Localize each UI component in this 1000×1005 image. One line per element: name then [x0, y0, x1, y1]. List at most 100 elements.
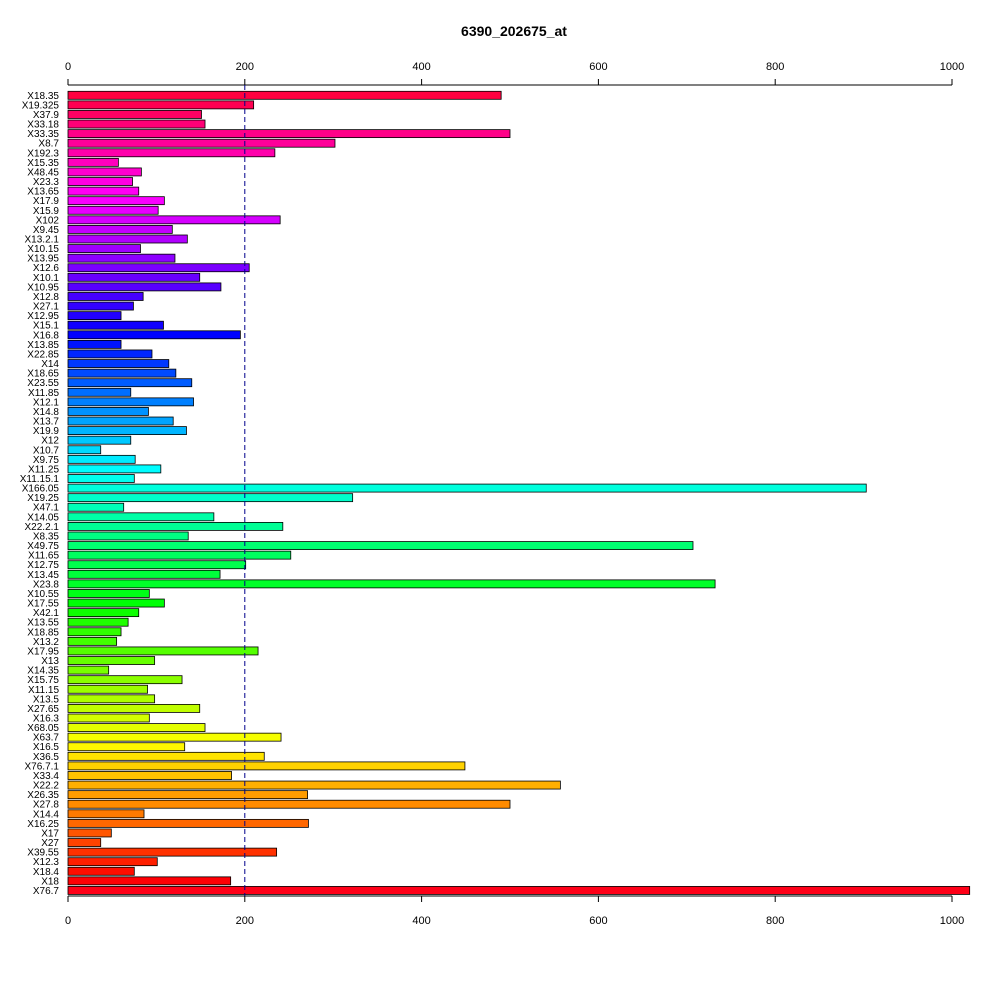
bar: [67, 407, 149, 416]
category-label: X10.95: [27, 282, 59, 293]
bar: [67, 129, 511, 139]
bottom-tick-label: 400: [412, 915, 430, 927]
bar: [67, 244, 141, 253]
bar: [67, 886, 971, 895]
category-label: X14.05: [27, 512, 59, 523]
category-label: X18.35: [27, 91, 59, 102]
category-label: X15.1: [33, 321, 60, 332]
category-label: X14.4: [33, 809, 60, 820]
category-label: X19.25: [27, 493, 59, 504]
bar: [67, 311, 122, 321]
category-label: X9.45: [33, 225, 60, 236]
bar: [67, 512, 215, 522]
category-label: X192.3: [27, 148, 59, 159]
bar: [67, 320, 164, 330]
category-label: X11.15: [28, 685, 59, 696]
category-label: X10.7: [33, 445, 60, 456]
category-label: X13.2.1: [25, 235, 60, 246]
category-label: X166.05: [22, 484, 60, 495]
bottom-tick-label: 0: [65, 915, 71, 927]
bar: [67, 157, 119, 167]
bar: [67, 272, 201, 282]
category-label: X23.55: [27, 378, 59, 389]
category-label: X14.8: [33, 407, 60, 418]
category-label: X11.25: [28, 464, 59, 475]
bar: [67, 282, 222, 292]
category-label: X22.2: [33, 781, 60, 792]
category-label: X16.25: [27, 819, 59, 830]
category-label: X19.9: [33, 426, 60, 437]
bar: [67, 838, 102, 847]
bar: [67, 828, 112, 838]
category-label: X68.05: [27, 723, 59, 734]
category-label: X13.65: [27, 187, 59, 198]
bar: [67, 531, 189, 541]
category-label: X18.85: [27, 627, 59, 638]
top-tick-label: 0: [65, 61, 71, 73]
bar: [67, 378, 193, 388]
bar: [67, 656, 156, 665]
category-label: X17: [41, 828, 59, 839]
category-label: X10.55: [27, 589, 59, 600]
bottom-tick-label: 600: [589, 915, 607, 927]
category-label: X37.9: [33, 110, 60, 121]
category-label: X27.8: [33, 800, 60, 811]
bar: [67, 704, 201, 713]
category-label: X12.3: [33, 857, 60, 868]
category-label: X13.55: [27, 618, 59, 629]
bottom-tick-label: 800: [766, 915, 784, 927]
bar: [67, 234, 188, 244]
bar: [67, 541, 694, 550]
bar: [67, 416, 174, 426]
category-label: X18.4: [33, 867, 60, 878]
bar: [67, 809, 145, 819]
category-label: X10.15: [27, 244, 59, 255]
bar: [67, 560, 247, 570]
top-tick-label: 400: [412, 61, 430, 73]
bar: [67, 742, 186, 752]
category-label: X9.75: [33, 455, 60, 466]
bar: [67, 502, 125, 512]
category-label: X17.95: [27, 646, 59, 657]
bar: [67, 780, 561, 790]
category-label: X13.5: [33, 694, 60, 705]
category-label: X23.3: [33, 177, 60, 188]
category-label: X47.1: [33, 503, 60, 514]
bar: [67, 225, 173, 234]
category-label: X49.75: [27, 541, 59, 552]
bar: [67, 713, 150, 723]
category-label: X17.9: [33, 196, 60, 207]
bar: [67, 90, 502, 100]
category-label: X17.55: [27, 599, 59, 610]
bar: [67, 617, 129, 627]
bar: [67, 196, 165, 206]
category-label: X14.35: [27, 666, 59, 677]
category-label: X15.9: [33, 206, 60, 217]
bar: [67, 665, 110, 675]
top-tick-label: 600: [589, 61, 607, 73]
bar: [67, 771, 232, 780]
bar: [67, 359, 170, 368]
bar: [67, 368, 177, 378]
bar: [67, 110, 202, 119]
bar: [67, 435, 132, 445]
bar: [67, 790, 308, 800]
bar: [67, 579, 716, 589]
category-label: X13.7: [33, 417, 60, 428]
bar: [67, 186, 140, 196]
category-label: X76.7: [33, 886, 60, 897]
category-label: X13: [41, 656, 59, 667]
bar: [67, 445, 102, 455]
bar: [67, 675, 183, 685]
bar: [67, 799, 511, 809]
category-label: X12.1: [33, 397, 60, 408]
category-label: X27.65: [27, 704, 59, 715]
category-label: X12.95: [27, 311, 59, 322]
category-label: X16.3: [33, 714, 60, 725]
category-label: X102: [36, 215, 60, 226]
category-label: X11.15.1: [20, 474, 60, 485]
category-label: X13.95: [27, 254, 59, 265]
bar: [67, 330, 241, 340]
